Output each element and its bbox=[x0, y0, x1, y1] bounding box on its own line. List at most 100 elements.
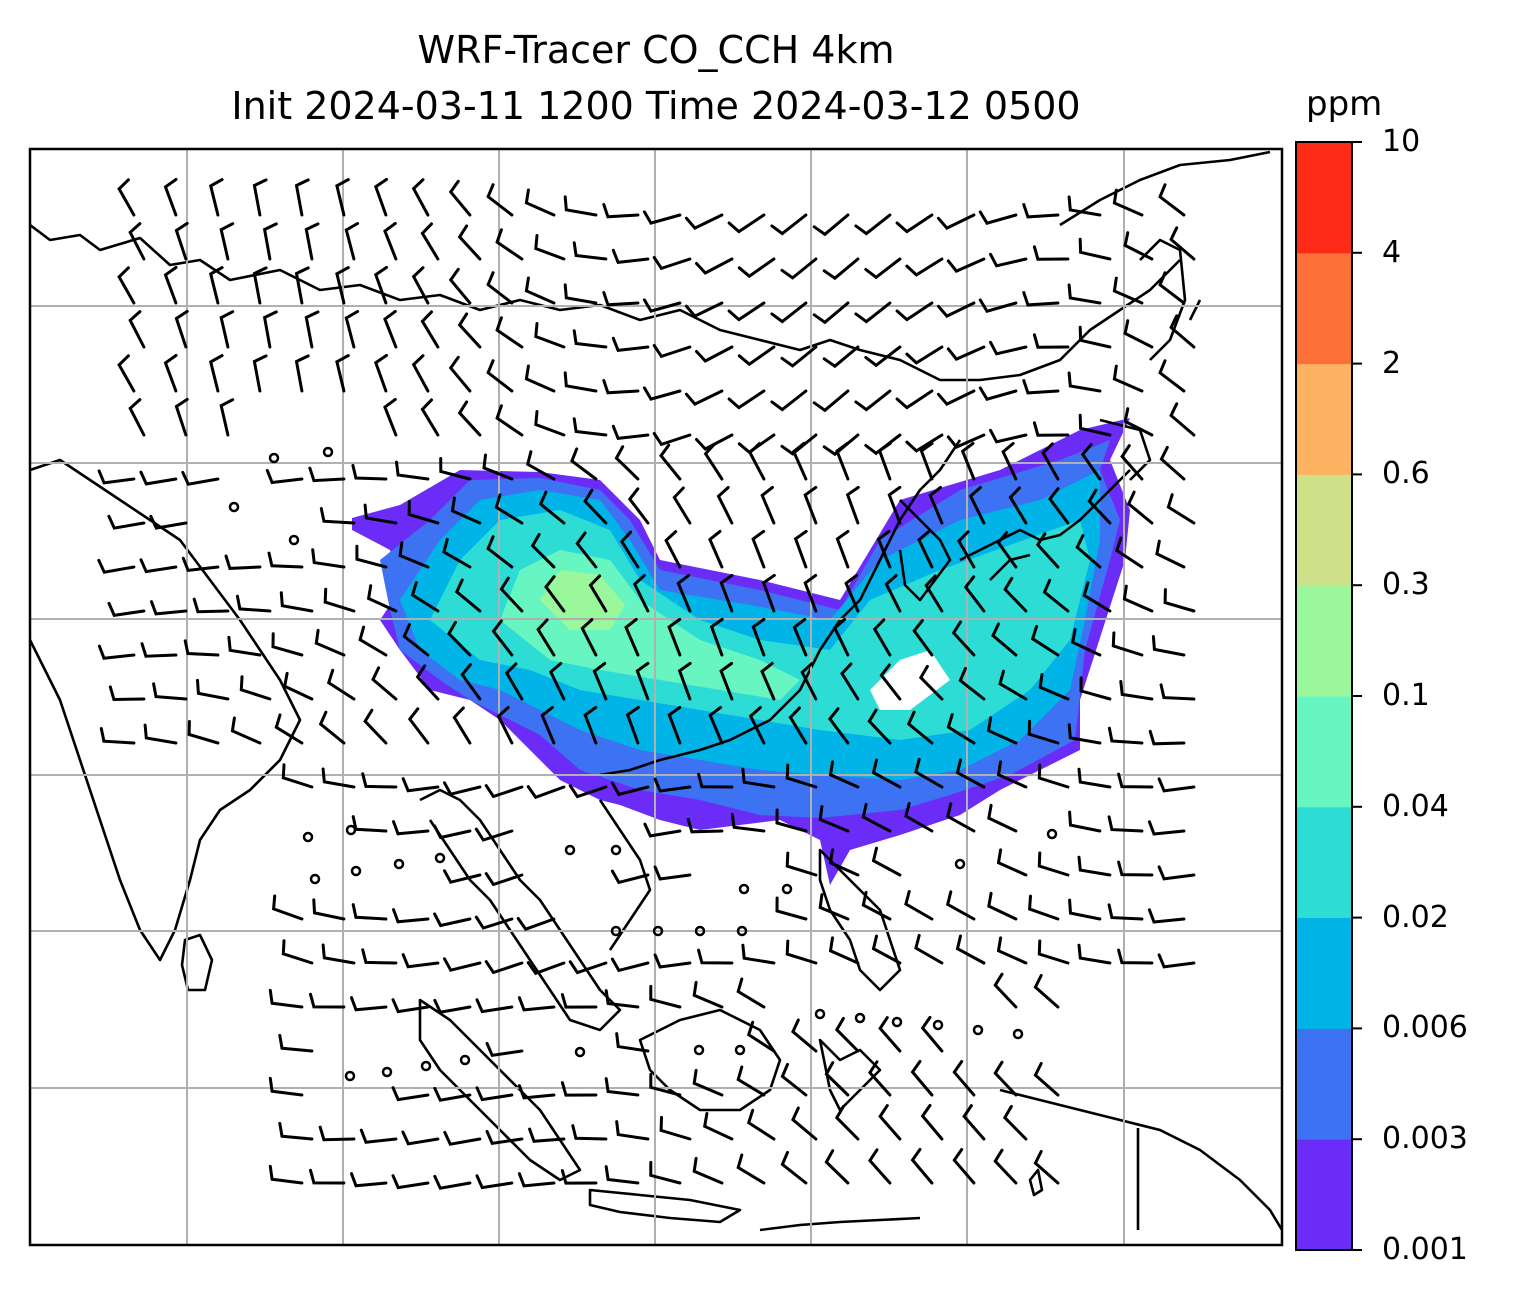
wind-barb-icon bbox=[572, 241, 608, 261]
wind-barb-icon bbox=[1077, 943, 1112, 965]
wind-barb-icon bbox=[955, 758, 986, 789]
wind-barb-icon bbox=[719, 573, 734, 613]
wind-barb-icon bbox=[398, 541, 430, 569]
wind-barb-icon bbox=[952, 1060, 976, 1097]
wind-barb-icon bbox=[989, 252, 1028, 268]
wind-barb-icon bbox=[534, 322, 566, 349]
wind-barb-icon bbox=[1169, 314, 1196, 349]
wind-barb-icon bbox=[570, 447, 598, 481]
wind-barb-icon bbox=[294, 266, 310, 305]
wind-barb-icon bbox=[1033, 1150, 1060, 1185]
wind-barb-icon bbox=[945, 802, 976, 833]
wind-barb-icon bbox=[867, 708, 892, 745]
wind-barb-icon bbox=[736, 977, 766, 1009]
wind-barb-icon bbox=[686, 817, 724, 834]
wind-barb-icon bbox=[351, 463, 388, 481]
wind-barb-icon bbox=[350, 1172, 388, 1188]
wind-barb-icon bbox=[610, 781, 650, 797]
wind-barb-icon bbox=[780, 345, 818, 368]
wind-barb-icon bbox=[1159, 445, 1186, 481]
wind-barb-icon bbox=[1158, 359, 1186, 393]
wind-barb-icon bbox=[803, 573, 818, 613]
wind-barb-icon bbox=[450, 496, 482, 525]
wind-barb-icon bbox=[895, 301, 934, 322]
wind-barb-icon bbox=[1155, 539, 1186, 569]
wind-barb-icon bbox=[792, 617, 808, 657]
wind-barb-icon bbox=[391, 1086, 430, 1102]
wind-barb-icon bbox=[748, 706, 766, 745]
wind-barb-icon bbox=[1166, 493, 1196, 525]
wind-barb-icon bbox=[1112, 188, 1144, 217]
wind-barb-icon bbox=[443, 869, 482, 884]
calm-circle-icon bbox=[1012, 1028, 1024, 1040]
calm-circle-icon bbox=[322, 446, 334, 458]
wind-barb-icon bbox=[517, 1084, 556, 1100]
wind-barb-icon bbox=[1151, 635, 1186, 657]
colorbar-tick-label: 0.001 bbox=[1382, 1232, 1468, 1267]
coast-sulawesi bbox=[818, 1038, 882, 1112]
wind-barb-icon bbox=[800, 662, 818, 701]
wind-barb-icon bbox=[695, 257, 734, 275]
wind-barb-icon bbox=[905, 257, 944, 277]
wind-barb-icon bbox=[1107, 726, 1144, 745]
wind-barb-icon bbox=[652, 344, 692, 359]
wind-barb-icon bbox=[571, 1124, 608, 1141]
wind-barb-icon bbox=[174, 397, 189, 437]
wind-barb-icon bbox=[845, 485, 860, 525]
wind-barb-icon bbox=[1147, 820, 1186, 836]
wind-barb-icon bbox=[128, 398, 146, 437]
wind-barb-icon bbox=[1117, 948, 1154, 965]
wind-barb-icon bbox=[996, 936, 1028, 965]
wind-barb-icon bbox=[344, 222, 360, 261]
calm-circle-icon bbox=[734, 1044, 746, 1056]
wind-barb-icon bbox=[1041, 442, 1060, 481]
wind-barb-icon bbox=[1033, 1062, 1060, 1097]
wind-barb-icon bbox=[905, 345, 944, 365]
calm-circle-icon bbox=[781, 883, 793, 895]
wind-barb-icon bbox=[906, 710, 934, 745]
wind-barb-icon bbox=[486, 183, 514, 217]
wind-barb-icon bbox=[996, 531, 1018, 569]
wind-barb-icon bbox=[1067, 195, 1102, 217]
wind-barb-icon bbox=[667, 617, 682, 657]
wind-barb-icon bbox=[653, 865, 692, 881]
wind-barb-icon bbox=[635, 661, 650, 701]
wind-barb-icon bbox=[812, 213, 850, 237]
wind-barb-icon bbox=[936, 301, 976, 318]
wind-barb-icon bbox=[736, 1153, 766, 1185]
wind-barb-icon bbox=[454, 578, 482, 613]
wind-barb-icon bbox=[262, 310, 278, 349]
wind-barb-icon bbox=[268, 1076, 304, 1097]
wind-barb-icon bbox=[1032, 421, 1070, 437]
wind-barb-icon bbox=[667, 705, 682, 745]
wind-barb-icon bbox=[876, 529, 892, 569]
wind-barb-icon bbox=[610, 869, 650, 885]
wind-barb-icon bbox=[279, 591, 314, 613]
wind-barb-icon bbox=[1032, 333, 1070, 349]
wind-barb-icon bbox=[996, 848, 1028, 877]
wind-barb-icon bbox=[149, 514, 188, 530]
wind-barb-icon bbox=[117, 354, 136, 393]
wind-barb-icon bbox=[652, 432, 692, 447]
wind-barb-icon bbox=[604, 1165, 640, 1185]
wind-barb-icon bbox=[872, 618, 892, 657]
wind-barb-icon bbox=[653, 777, 692, 793]
wind-barb-icon bbox=[528, 1127, 566, 1143]
wind-barb-icon bbox=[544, 575, 566, 613]
wind-barb-icon bbox=[1157, 777, 1196, 793]
wind-barb-icon bbox=[1068, 810, 1102, 833]
calm-circle-icon bbox=[228, 501, 240, 513]
wind-barb-icon bbox=[955, 934, 986, 965]
wind-barb-icon bbox=[834, 1104, 860, 1141]
wind-barb-icon bbox=[834, 1016, 860, 1053]
wind-barb-icon bbox=[530, 533, 556, 569]
wind-barb-icon bbox=[1123, 319, 1154, 349]
wind-barb-icon bbox=[624, 617, 640, 657]
wind-barb-icon bbox=[358, 625, 388, 657]
wind-barb-icon bbox=[946, 257, 986, 273]
wind-barb-icon bbox=[536, 618, 556, 657]
wind-barb-icon bbox=[516, 917, 556, 932]
wind-barb-icon bbox=[271, 632, 304, 657]
wind-barb-icon bbox=[319, 507, 356, 525]
